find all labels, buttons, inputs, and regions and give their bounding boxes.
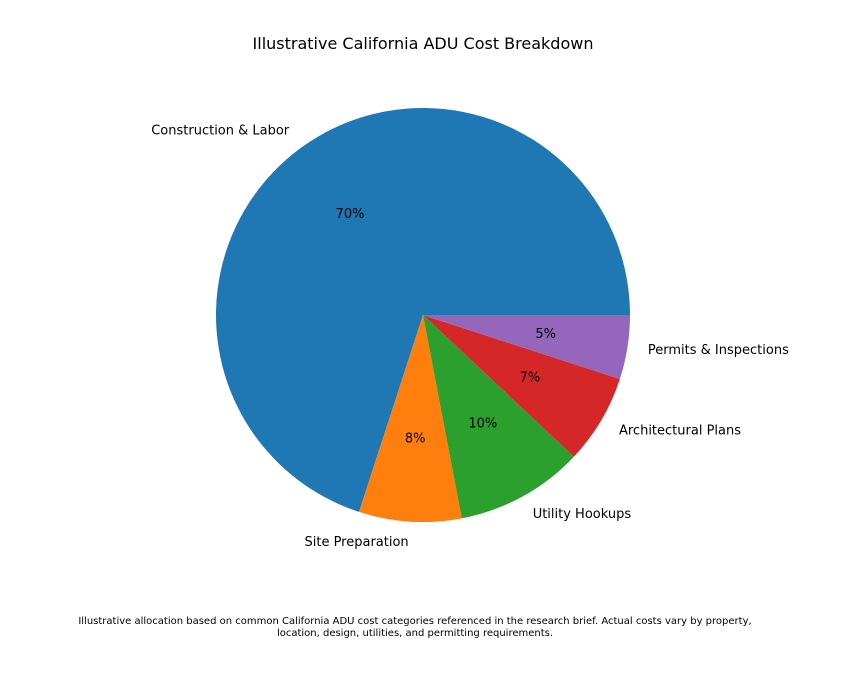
pie-slice-architectural-plans (423, 315, 620, 457)
slice-label-utility-hookups: Utility Hookups (533, 507, 632, 522)
pct-label-construction-and-labor: 70% (336, 207, 365, 222)
footnote: Illustrative allocation based on common … (78, 616, 752, 639)
pie-labels: Construction & Labor 70% Site Preparation 8… (151, 123, 789, 549)
pie-slices (216, 108, 630, 522)
pct-label-site-preparation: 8% (405, 431, 426, 446)
pie-slice-construction-and-labor (216, 108, 630, 512)
pie-slice-permits-and-inspections (423, 315, 630, 379)
pie-slice-site-preparation (359, 315, 462, 522)
slice-label-architectural-plans: Architectural Plans (619, 423, 741, 438)
slice-label-construction-and-labor: Construction & Labor (151, 123, 290, 138)
pct-label-architectural-plans: 7% (520, 371, 541, 386)
pct-label-utility-hookups: 10% (468, 416, 497, 431)
slice-label-permits-and-inspections: Permits & Inspections (648, 343, 789, 358)
pct-label-permits-and-inspections: 5% (535, 327, 556, 342)
slice-label-site-preparation: Site Preparation (304, 535, 408, 550)
chart-title: Illustrative California ADU Cost Breakdo… (253, 34, 594, 53)
pie-slice-utility-hookups (423, 315, 574, 519)
